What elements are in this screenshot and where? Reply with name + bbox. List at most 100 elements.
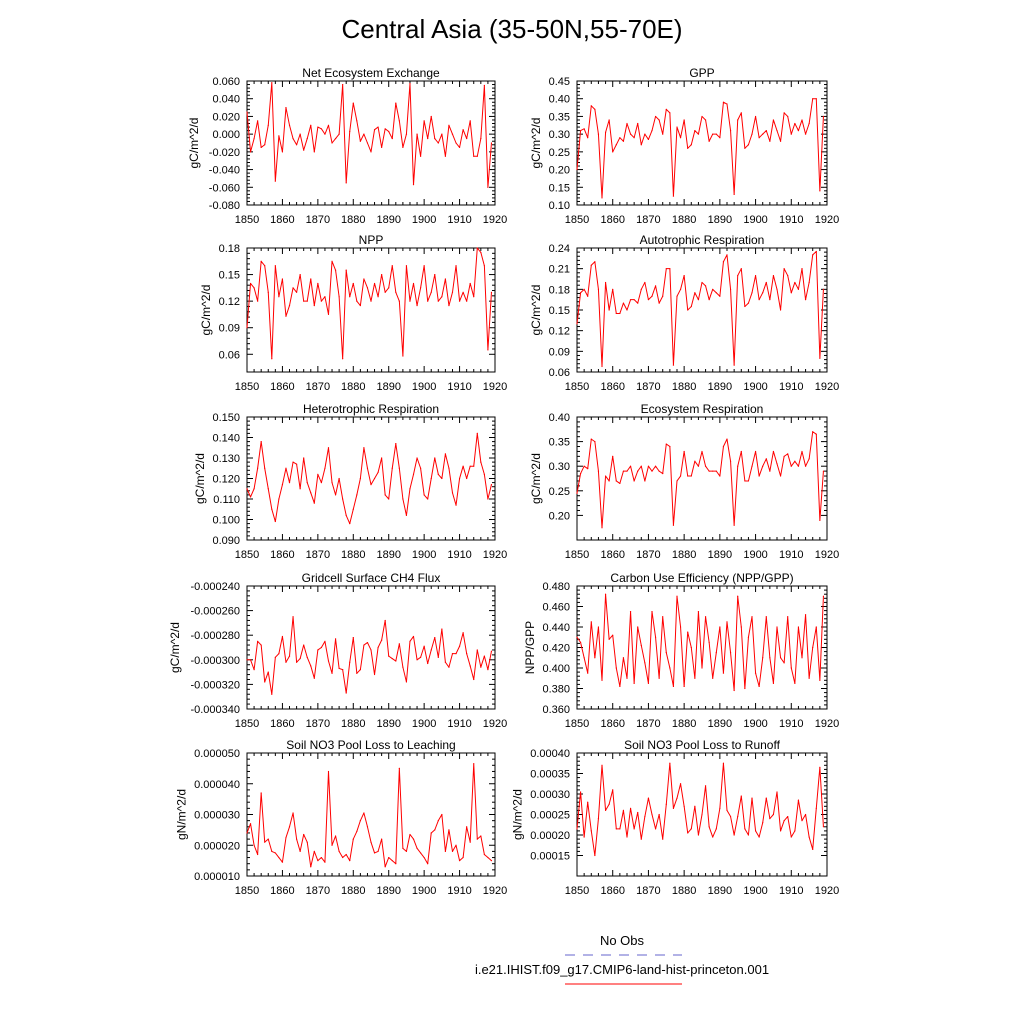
data-point (733, 834, 735, 836)
data-point (423, 494, 425, 496)
data-point (395, 102, 397, 104)
data-point (324, 296, 326, 298)
y-tick-label: -0.000340 (190, 704, 240, 716)
data-point (665, 803, 667, 805)
data-point (434, 273, 436, 276)
data-point (246, 832, 248, 834)
data-point (249, 823, 252, 825)
data-point (420, 467, 422, 469)
x-tick-label: 1850 (235, 381, 259, 393)
data-point (257, 640, 259, 642)
data-point (458, 860, 461, 862)
data-point (576, 828, 578, 830)
data-point (455, 844, 457, 846)
data-point (683, 119, 685, 121)
data-point (423, 120, 425, 122)
x-tick-label: 1860 (270, 381, 294, 393)
data-point (430, 477, 432, 480)
y-tick-label: 0.40 (549, 412, 570, 424)
data-point (776, 626, 778, 628)
data-point (409, 640, 411, 642)
data-point (253, 669, 255, 671)
x-tick-label: 1910 (779, 549, 803, 561)
y-tick-label: 0.000020 (194, 840, 240, 852)
data-point (384, 494, 386, 496)
x-tick-label: 1910 (447, 381, 471, 393)
data-point (434, 137, 436, 140)
data-point (338, 667, 340, 670)
data-point (626, 122, 628, 125)
x-tick-label: 1890 (708, 549, 732, 561)
data-point (765, 458, 767, 460)
x-tick-label: 1880 (341, 214, 365, 226)
data-point (665, 443, 667, 445)
data-point (587, 468, 589, 470)
data-point (264, 144, 266, 146)
data-point (751, 465, 753, 467)
data-point (726, 438, 728, 440)
data-point (420, 852, 422, 854)
data-point (629, 807, 632, 809)
data-point (701, 450, 703, 453)
data-point (651, 813, 653, 816)
data-point (579, 130, 582, 132)
data-point (487, 856, 489, 859)
data-point (260, 441, 262, 443)
data-point (604, 475, 607, 477)
data-point (787, 815, 789, 818)
data-point (740, 795, 742, 797)
data-point (402, 666, 404, 668)
y-tick-label: 0.000 (212, 129, 240, 141)
data-point (246, 327, 248, 329)
data-point (370, 649, 372, 651)
y-tick-label: -0.000280 (190, 630, 240, 642)
data-point (587, 801, 589, 803)
data-point (615, 144, 617, 146)
data-point (409, 83, 411, 85)
data-point (359, 477, 361, 480)
data-point (306, 482, 308, 484)
x-tick-label: 1860 (600, 549, 624, 561)
data-point (271, 358, 273, 360)
x-tick-label: 1920 (483, 549, 507, 561)
panel-title: Net Ecosystem Exchange (302, 66, 440, 80)
data-point (637, 470, 639, 472)
data-point (594, 108, 596, 110)
data-point (694, 292, 696, 294)
data-point (391, 137, 393, 140)
x-tick-label: 1850 (565, 381, 589, 393)
data-point (352, 102, 354, 104)
x-tick-label: 1890 (376, 718, 400, 730)
data-point (384, 866, 386, 868)
data-point (402, 847, 404, 849)
data-point (694, 805, 696, 807)
data-point (579, 472, 582, 475)
data-point (292, 137, 294, 140)
data-point (299, 273, 301, 276)
legend-obs-label: No Obs (600, 933, 645, 948)
data-point (434, 637, 436, 639)
data-point (476, 155, 478, 157)
data-point (466, 300, 468, 302)
data-point (754, 830, 757, 832)
data-point (285, 315, 287, 317)
data-point (794, 281, 796, 284)
y-tick-label: 0.40 (549, 94, 570, 106)
data-point (288, 124, 291, 126)
data-point (296, 661, 298, 663)
x-tick-label: 1910 (779, 214, 803, 226)
data-point (783, 662, 785, 664)
data-point (726, 809, 728, 812)
data-point (352, 282, 354, 285)
x-tick-label: 1860 (270, 214, 294, 226)
chart-panel-7: 1850 1860 1870 1880 1890 1900 1910 1920 -0.00024… (168, 571, 507, 730)
plot-frame (246, 752, 496, 877)
y-tick-label: 0.20 (549, 510, 570, 522)
data-point (384, 128, 386, 130)
data-point (409, 488, 411, 490)
x-tick-label: 1880 (341, 718, 365, 730)
data-point (722, 672, 725, 674)
data-point (320, 646, 322, 649)
data-point (658, 119, 660, 121)
data-point (370, 151, 372, 153)
